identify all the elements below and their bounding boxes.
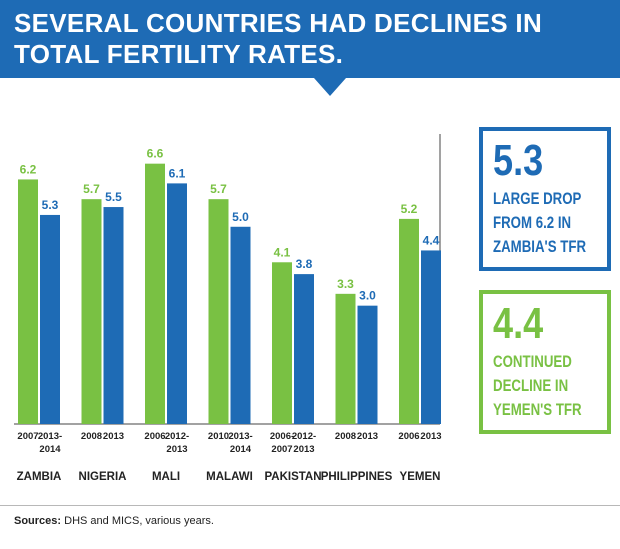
data-label: 5.5 <box>105 190 122 204</box>
year-tick-label: 2010 <box>208 431 229 442</box>
callout-text-line: YEMEN'S TFR <box>493 400 582 419</box>
data-label: 6.2 <box>20 162 37 176</box>
data-label: 6.6 <box>147 147 164 161</box>
bar <box>81 199 102 424</box>
callout-value: 4.4 <box>493 299 544 348</box>
year-tick-label: 2013- <box>228 431 252 442</box>
category-label: PAKISTAN <box>264 471 321 483</box>
callout-value: 5.3 <box>493 136 544 185</box>
callout-text-line: DECLINE IN <box>493 376 569 395</box>
data-label: 5.7 <box>210 182 227 196</box>
bar <box>208 199 229 424</box>
year-tick-label: 2013 <box>293 444 314 455</box>
category-label: PHILIPPINES <box>321 471 393 483</box>
bar <box>357 305 378 424</box>
bar <box>167 183 187 424</box>
year-tick-label: 2013 <box>166 444 187 455</box>
data-label: 5.7 <box>83 182 100 196</box>
data-label: 5.2 <box>401 202 418 216</box>
category-label: MALAWI <box>206 471 253 483</box>
bar <box>40 214 60 424</box>
bar <box>18 179 38 424</box>
data-label: 5.3 <box>42 198 59 212</box>
bar <box>421 250 441 424</box>
bar-chart: 6.2 2007 5.3 2013- 2014 ZAMBIA 5.7 2008 5.5 2013 N… <box>14 134 442 483</box>
year-tick-label: 2007 <box>271 444 292 455</box>
year-tick-label: 2008 <box>81 431 102 442</box>
data-label: 3.8 <box>296 257 313 271</box>
callout-text-line: CONTINUED <box>493 352 572 371</box>
page-title: SEVERAL COUNTRIES HAD DECLINES IN TOTAL … <box>14 8 543 69</box>
sources-text: DHS and MICS, various years. <box>61 515 214 527</box>
callout-yemen: 4.4 CONTINUED DECLINE IN YEMEN'S TFR <box>479 290 611 434</box>
sources-note: Sources: DHS and MICS, various years. <box>14 515 214 527</box>
category-label: YEMEN <box>400 471 441 483</box>
footer-divider <box>0 505 620 506</box>
callout-text-line: LARGE DROP <box>493 189 582 208</box>
bar <box>272 262 292 424</box>
bar <box>230 226 251 424</box>
bar <box>335 293 356 424</box>
year-tick-label: 2006- <box>270 431 294 442</box>
year-tick-label: 2012- <box>292 431 316 442</box>
category-label: NIGERIA <box>79 471 127 483</box>
callout-zambia: 5.3 LARGE DROP FROM 6.2 IN ZAMBIA'S TFR <box>479 127 611 271</box>
data-label: 4.1 <box>274 245 291 259</box>
year-tick-label: 2006 <box>144 431 165 442</box>
year-tick-label: 2013 <box>103 431 124 442</box>
callout-text: LARGE DROP FROM 6.2 IN ZAMBIA'S TFR <box>493 187 610 259</box>
year-tick-label: 2014 <box>39 444 61 455</box>
sources-label: Sources: <box>14 515 62 527</box>
year-tick-label: 2012- <box>165 431 189 442</box>
bar <box>399 218 419 424</box>
callout-text: CONTINUED DECLINE IN YEMEN'S TFR <box>493 350 610 422</box>
bar <box>294 274 314 424</box>
year-tick-label: 2014 <box>230 444 252 455</box>
category-label: MALI <box>152 471 180 483</box>
bar <box>103 207 124 424</box>
title-banner <box>0 0 620 96</box>
category-label: ZAMBIA <box>17 471 62 483</box>
data-label: 5.0 <box>232 210 249 224</box>
year-tick-label: 2013- <box>38 431 62 442</box>
year-tick-label: 2013 <box>420 431 441 442</box>
callout-text-line: ZAMBIA'S TFR <box>493 237 587 256</box>
data-label: 3.3 <box>337 277 354 291</box>
data-label: 3.0 <box>359 289 376 303</box>
year-tick-label: 2006 <box>398 431 419 442</box>
bar <box>145 163 165 424</box>
data-label: 6.1 <box>169 166 186 180</box>
year-tick-label: 2008 <box>335 431 356 442</box>
year-tick-label: 2013 <box>357 431 378 442</box>
year-tick-label: 2007 <box>17 431 38 442</box>
data-label: 4.4 <box>423 233 440 247</box>
callout-text-line: FROM 6.2 IN <box>493 213 572 232</box>
